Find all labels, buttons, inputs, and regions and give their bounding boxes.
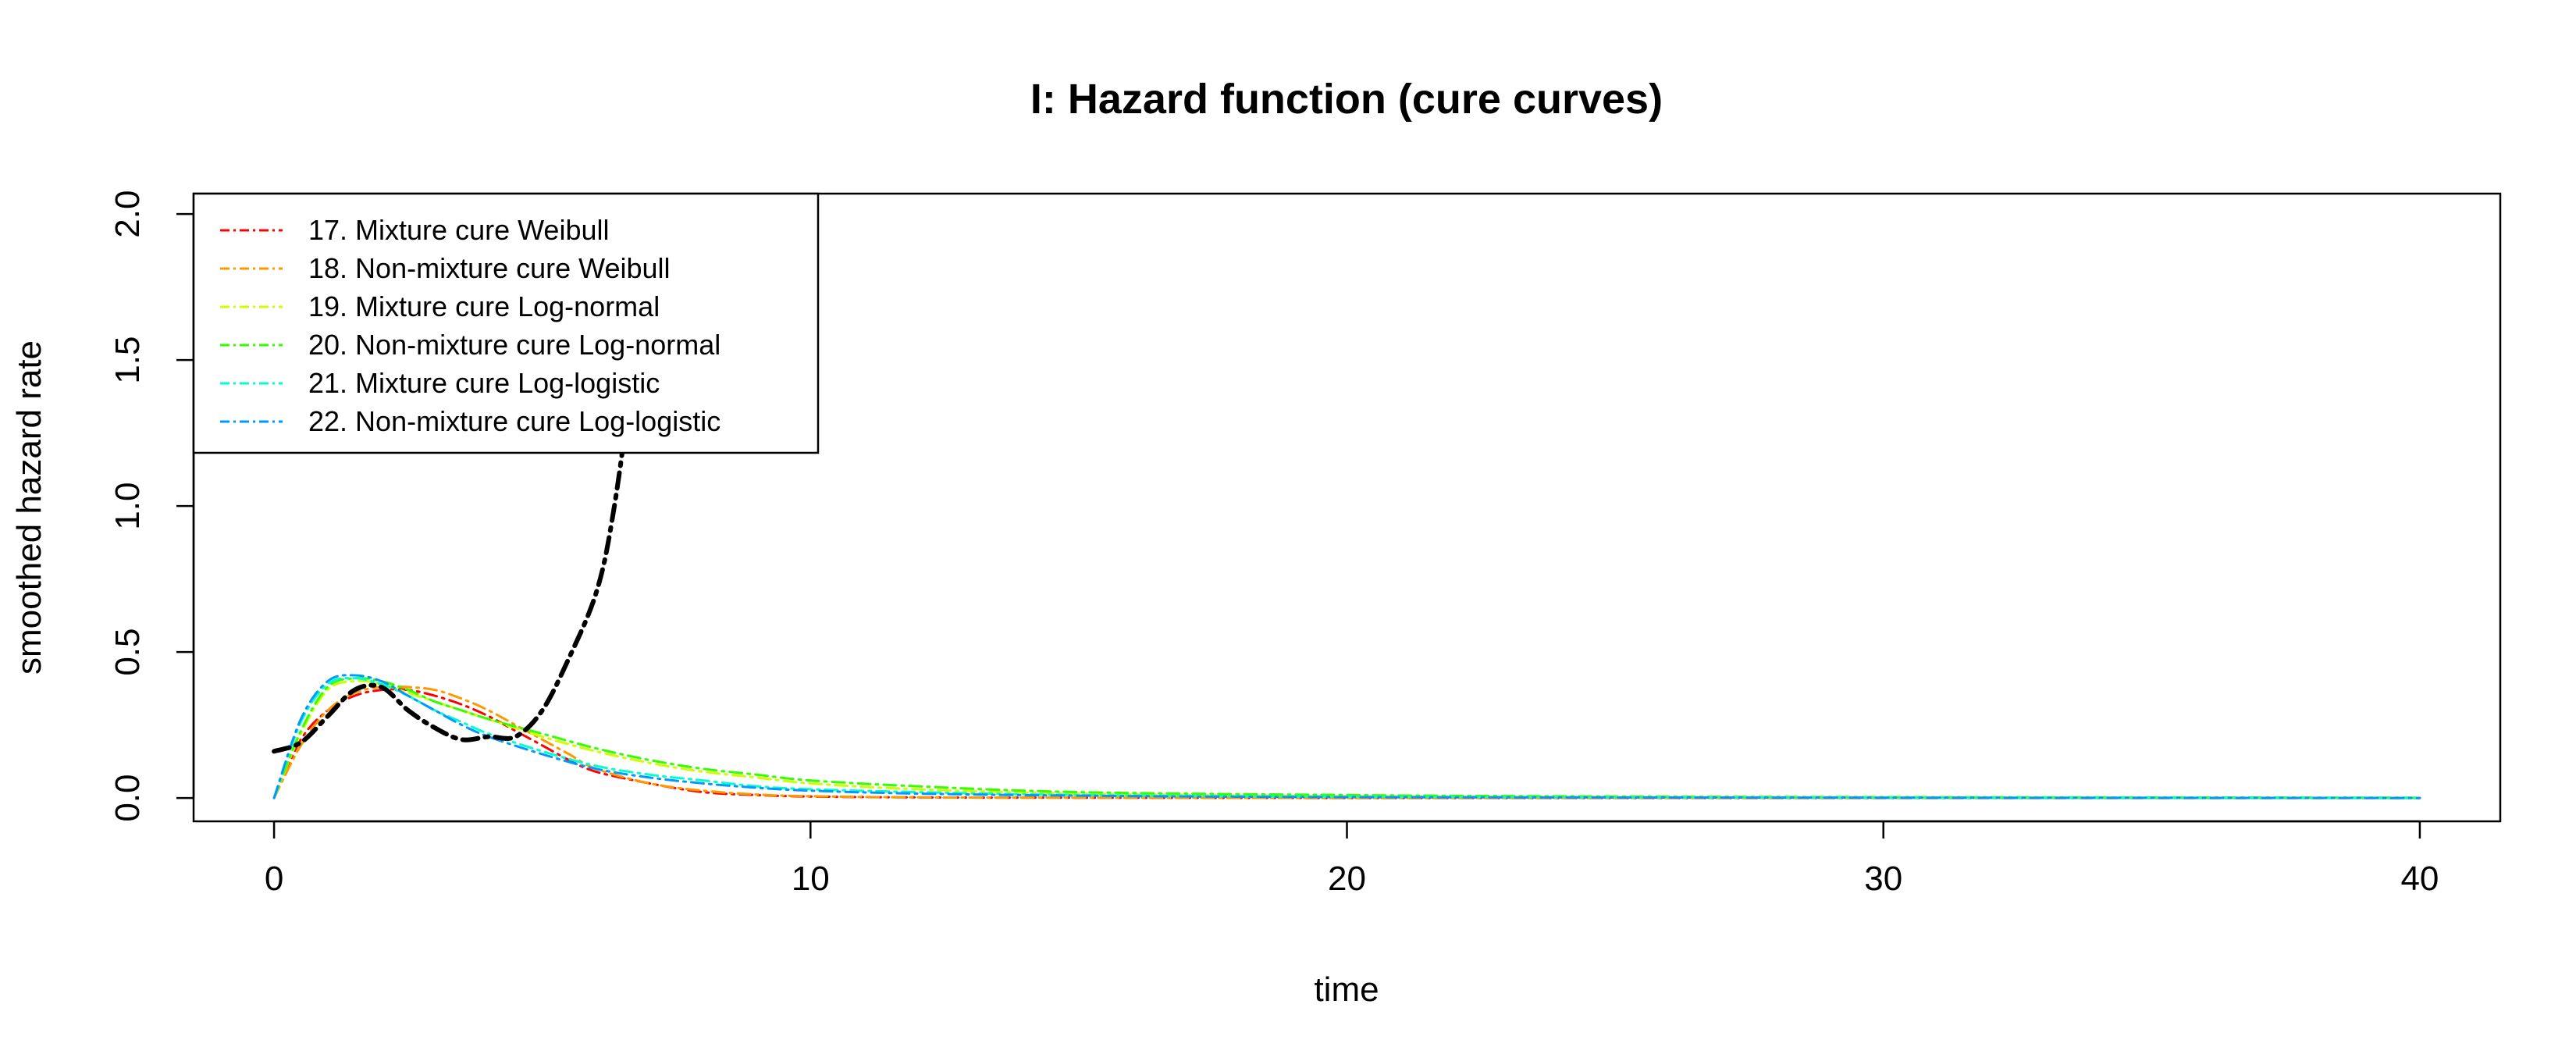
x-tick-label: 10 <box>792 860 830 898</box>
x-axis: 0 10 20 30 40 <box>265 820 2439 898</box>
legend-box <box>192 192 820 454</box>
legend-label: 22. Non-mixture cure Log-logistic <box>308 405 720 437</box>
y-tick-label: 1.0 <box>109 482 147 530</box>
x-tick-label: 0 <box>265 860 283 898</box>
x-tick-label: 30 <box>1864 860 1902 898</box>
series-line-6 <box>272 674 2421 799</box>
series-line-3 <box>272 679 2421 799</box>
legend-item: 20. Non-mixture cure Log-normal <box>220 329 720 361</box>
series-line-1 <box>272 688 2421 799</box>
series-line-5 <box>272 677 2421 799</box>
legend-item: 17. Mixture cure Weibull <box>220 214 610 246</box>
y-axis-label: smoothed hazard rate <box>10 340 48 675</box>
legend-label: 21. Mixture cure Log-logistic <box>308 367 660 399</box>
legend-label: 17. Mixture cure Weibull <box>308 214 610 246</box>
legend-label: 18. Non-mixture cure Weibull <box>308 252 671 284</box>
y-tick-label: 2.0 <box>109 191 147 238</box>
legend-label: 19. Mixture cure Log-normal <box>308 290 660 322</box>
series-line-4 <box>272 676 2421 799</box>
legend-item: 19. Mixture cure Log-normal <box>220 290 660 322</box>
x-tick-label: 20 <box>1328 860 1366 898</box>
y-tick-label: 0.0 <box>109 774 147 821</box>
chart-title: I: Hazard function (cure curves) <box>1030 76 1663 123</box>
y-tick-label: 1.5 <box>109 336 147 384</box>
legend: 17. Mixture cure Weibull 18. Non-mixture … <box>192 192 820 454</box>
x-axis-label: time <box>1314 970 1379 1009</box>
series-line-2 <box>272 685 2421 799</box>
y-axis: 0.0 0.5 1.0 1.5 2.0 <box>109 191 195 822</box>
legend-label: 20. Non-mixture cure Log-normal <box>308 329 720 361</box>
series-layer <box>272 270 2421 799</box>
legend-item: 21. Mixture cure Log-logistic <box>220 367 660 399</box>
observed-hazard-line <box>272 270 642 754</box>
legend-item: 18. Non-mixture cure Weibull <box>220 252 671 284</box>
y-tick-label: 0.5 <box>109 628 147 676</box>
legend-item: 22. Non-mixture cure Log-logistic <box>220 405 720 437</box>
x-tick-label: 40 <box>2400 860 2439 898</box>
